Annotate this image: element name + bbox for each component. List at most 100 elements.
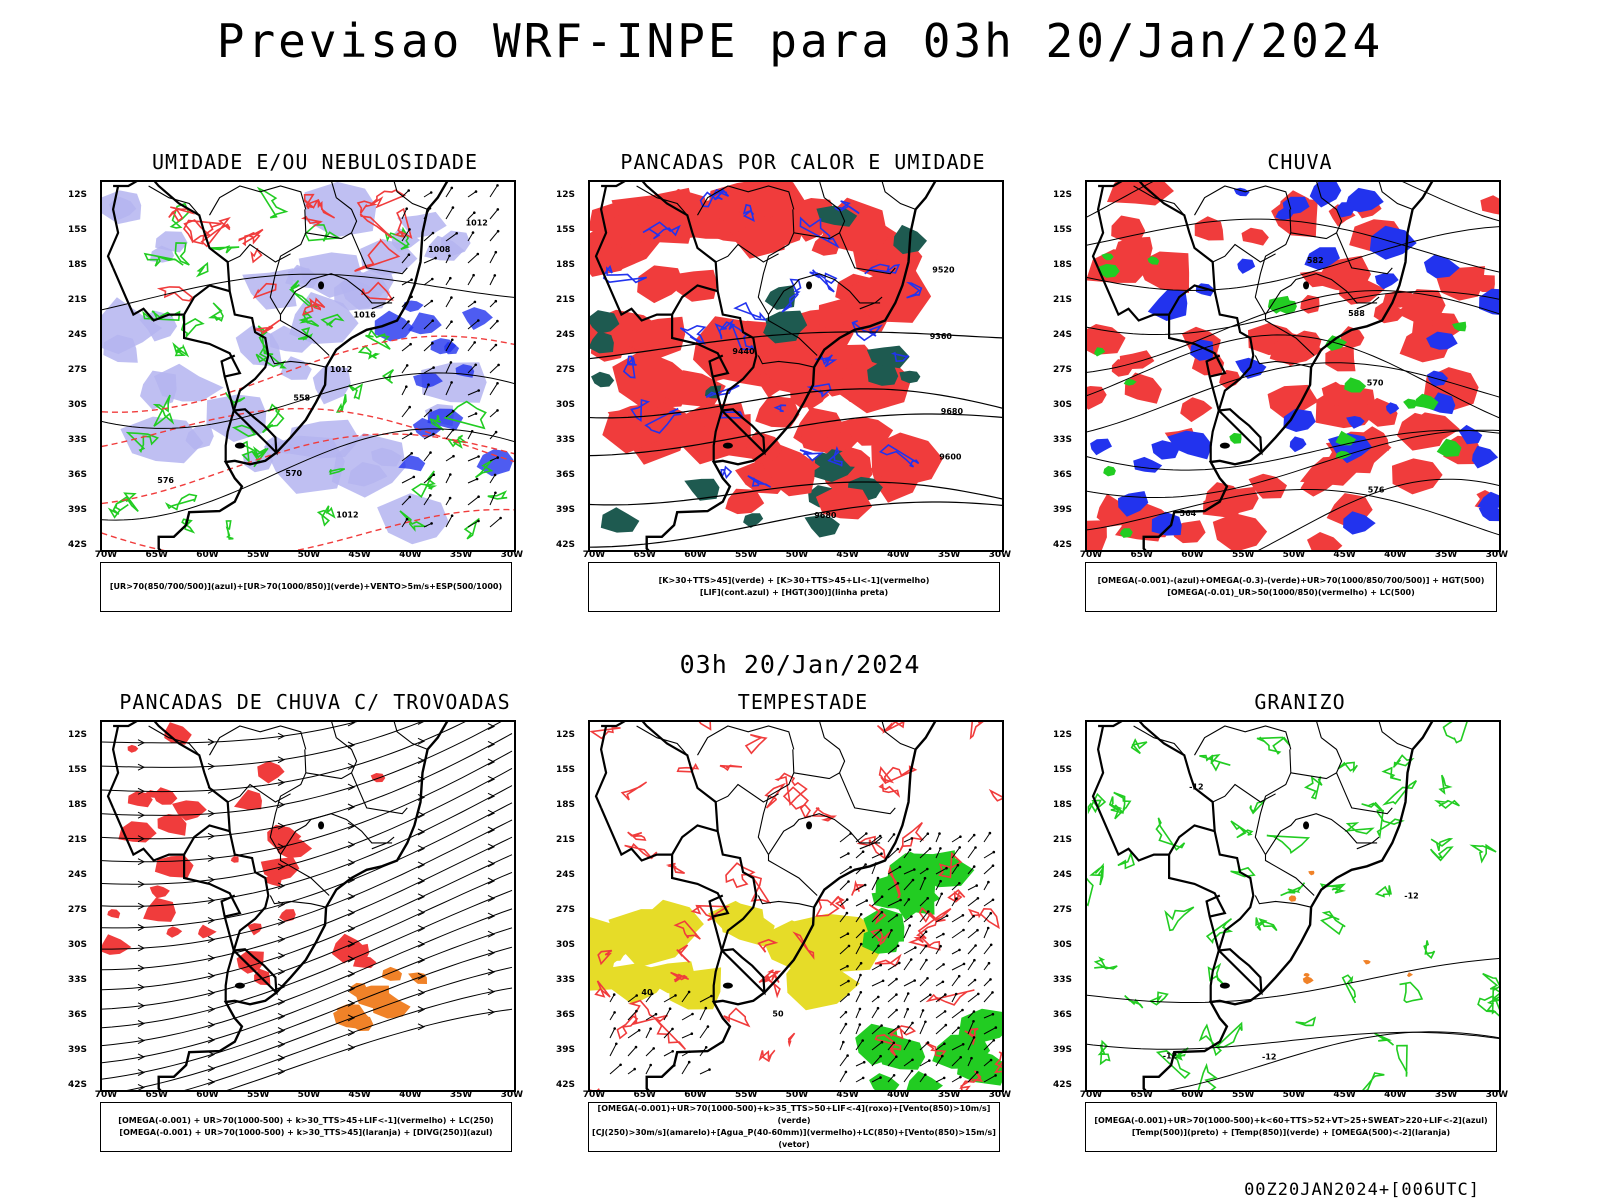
latitude-label: 42S (68, 1080, 88, 1091)
wind-vector (423, 320, 434, 330)
streamline-arrow (277, 918, 286, 926)
wind-vector-head (450, 514, 454, 517)
wind-vector (903, 879, 914, 891)
map-svg: 9680 9680 9600 9520 9440 9360 (590, 182, 1002, 550)
latitude-label: 42S (1053, 1080, 1073, 1091)
wind-vector (983, 881, 989, 891)
wind-vector (967, 915, 974, 923)
wind-vector (855, 1077, 864, 1083)
thunder-red-cell (127, 791, 153, 808)
rain-green-cell (1147, 256, 1160, 265)
lagoon (722, 442, 733, 449)
wind-vector-head (991, 864, 995, 867)
streamline-arrow (347, 909, 356, 917)
contour-label: 9600 (939, 453, 962, 462)
wind850-green-south-cell (958, 1008, 1002, 1043)
temp850-contour (1362, 1072, 1385, 1090)
contour-label: 570 (1367, 379, 1384, 388)
instability-red-cell (755, 395, 800, 428)
contour-labels: 588 582 576 570 564 (1180, 256, 1385, 518)
latitude-label: 18S (556, 259, 576, 270)
state-border (269, 749, 307, 855)
instability-red-cell (723, 320, 772, 363)
wind-vector-head (972, 914, 975, 918)
wind-vector-head (976, 1071, 979, 1074)
wind-vector-head (939, 879, 942, 883)
wind-vector-head (897, 1025, 900, 1028)
latitude-label: 42S (556, 540, 576, 551)
rain-red-cell (1373, 301, 1407, 324)
state-border (1335, 232, 1393, 275)
wind-vector-head (926, 1041, 930, 1044)
wind-vector (663, 1028, 673, 1039)
humidity-green-contour (180, 315, 205, 339)
wind-vector-head (908, 924, 911, 927)
wind-vector (855, 1024, 861, 1035)
humidity-green-contour (225, 520, 234, 540)
wind-vector-head (496, 319, 499, 323)
wind-vector-head (927, 910, 930, 913)
wind-vector-head (408, 495, 412, 499)
wind-vector (871, 896, 883, 907)
instability-red-cell (670, 269, 718, 302)
country-border (106, 725, 120, 809)
wind-vector (681, 991, 690, 1003)
wind-vector-head (924, 1020, 927, 1024)
wind-vector-head (430, 299, 434, 303)
wind-vector (919, 1021, 926, 1035)
country-border (1091, 185, 1105, 269)
coastline (1142, 722, 1434, 1090)
longitude-label: 55W (734, 1090, 758, 1100)
instability-green-cell (590, 331, 614, 354)
wind-vector (951, 847, 961, 859)
wind-vector-head (431, 231, 435, 235)
coastline (157, 182, 449, 550)
streamline-arrow (347, 985, 356, 993)
lifted-index-contour (622, 355, 637, 379)
wind-vector-head (652, 1047, 655, 1050)
streamline (102, 733, 513, 840)
humidity-green-contour (143, 252, 184, 267)
temp850-contour (1382, 780, 1417, 806)
hgt300-line-line (590, 481, 1002, 506)
wind-vector-head (613, 1027, 616, 1030)
streamline-arrow (277, 732, 286, 740)
lifted-index-contour (906, 281, 923, 299)
wind-vector (919, 1074, 926, 1083)
rain-red-cell (1269, 334, 1324, 365)
wind-vector (609, 1043, 617, 1057)
jet-core-yellow (590, 899, 889, 1011)
wind-vector-head (945, 914, 949, 917)
instability-red-cell (632, 319, 679, 357)
lifted-index-contour (747, 475, 772, 488)
wind-vector-head (430, 522, 433, 525)
temp850-contour (1341, 974, 1357, 1004)
country-border (183, 824, 242, 918)
wind-vector-head (991, 898, 995, 902)
wind-vector (467, 191, 477, 198)
longitude-label: 65W (1130, 1090, 1153, 1100)
rain-red-cell (1119, 350, 1155, 369)
country-border (224, 948, 278, 1002)
wind-vector-head (926, 897, 929, 900)
streamline-arrow (137, 964, 146, 972)
wind-vector (489, 300, 497, 308)
rain-green-cell (1413, 393, 1439, 410)
wind-vector-head (914, 946, 917, 949)
wind-vector-head (407, 189, 411, 192)
wind-vector-head (649, 1063, 652, 1067)
temp850-contour (1337, 761, 1358, 774)
wind-vector-head (956, 863, 960, 867)
wind-vector-head (862, 929, 865, 932)
contour-label: -12 (1163, 1052, 1177, 1061)
thickness-red-contour (359, 213, 393, 239)
wind-vector-head (450, 296, 453, 299)
wind-vector (839, 1041, 844, 1051)
thunder-red-cell (230, 856, 239, 863)
wind-vector-head (405, 207, 409, 210)
wind-vector (467, 520, 479, 528)
state-border (819, 722, 825, 738)
wind-vector (401, 496, 411, 506)
precip-water-contour (870, 928, 893, 947)
wind-vector (445, 474, 451, 484)
